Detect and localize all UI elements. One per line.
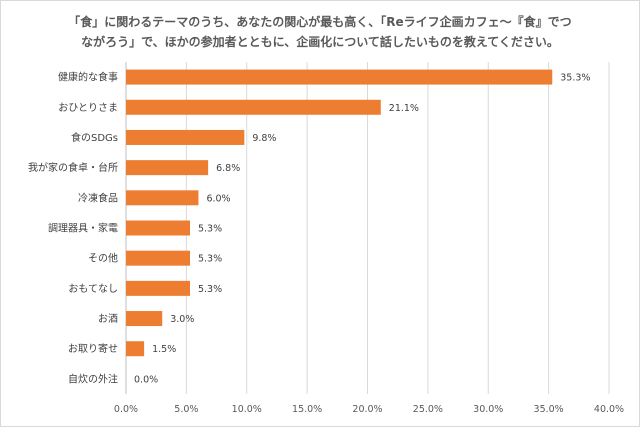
data-label: 9.8% <box>252 133 276 144</box>
data-label: 5.3% <box>198 224 222 235</box>
bar <box>126 99 381 115</box>
bar <box>126 160 209 176</box>
bar <box>126 341 145 357</box>
bar <box>126 220 190 236</box>
chart-title: 「食」に関わるテーマのうち、あなたの関心が最も高く、「Reライフ企画カフェ～『食… <box>20 12 620 52</box>
category-label: 調理器具・家電 <box>48 222 118 235</box>
bar <box>126 190 199 206</box>
bar <box>126 69 553 85</box>
data-label: 5.3% <box>198 284 222 295</box>
x-tick-label: 0.0% <box>114 404 138 415</box>
data-label: 6.8% <box>216 163 240 174</box>
category-label: おひとりさま <box>58 102 118 114</box>
category-label: お酒 <box>98 313 118 325</box>
bar <box>126 280 190 296</box>
x-tick-label: 25.0% <box>413 404 443 415</box>
x-tick-label: 35.0% <box>534 404 564 415</box>
x-tick-label: 15.0% <box>292 404 322 415</box>
category-label: お取り寄せ <box>68 342 118 355</box>
data-label: 6.0% <box>206 193 230 204</box>
data-label: 35.3% <box>560 73 590 84</box>
chart-title-line-1: 「食」に関わるテーマのうち、あなたの関心が最も高く、「Reライフ企画カフェ～『食… <box>68 15 572 29</box>
x-tick-label: 20.0% <box>352 404 382 415</box>
bar <box>126 250 190 266</box>
bar <box>126 129 245 145</box>
x-tick-label: 40.0% <box>594 404 624 415</box>
data-label: 0.0% <box>134 374 158 385</box>
category-label: 冷凍食品 <box>78 191 118 204</box>
x-tick-label: 10.0% <box>232 404 262 415</box>
category-label: 我が家の食卓・台所 <box>28 161 118 174</box>
data-label: 21.1% <box>389 103 419 114</box>
chart-title-line-2: ながろう」で、ほかの参加者とともに、企画化について話したいものを教えてください。 <box>81 35 559 49</box>
data-label: 3.0% <box>170 314 194 325</box>
data-label: 1.5% <box>152 344 176 355</box>
x-tick-label: 30.0% <box>473 404 503 415</box>
data-label: 5.3% <box>198 254 222 265</box>
category-label: 健康的な食事 <box>58 71 118 84</box>
x-tick-label: 5.0% <box>174 404 198 415</box>
category-label: 食のSDGs <box>71 131 118 144</box>
category-label: 自炊の外注 <box>68 372 118 385</box>
category-label: おもてなし <box>68 283 118 295</box>
bar <box>126 311 163 327</box>
category-label: その他 <box>88 252 118 265</box>
